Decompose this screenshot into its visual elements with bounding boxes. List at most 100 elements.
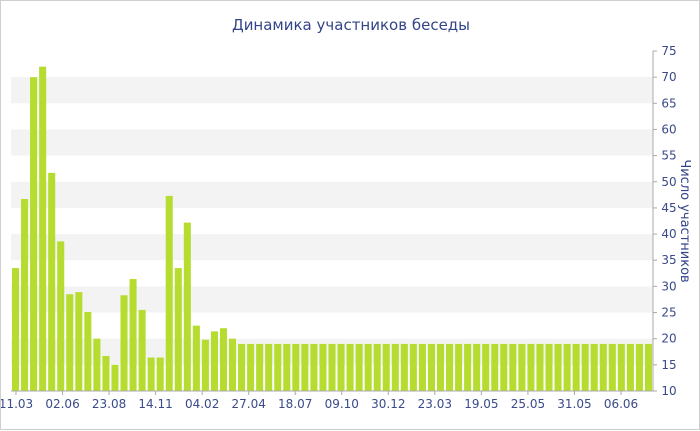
x-tick-label: 19.05 (464, 397, 498, 411)
bar (644, 343, 652, 391)
bar (491, 343, 499, 391)
bar (355, 343, 363, 391)
bar (174, 268, 182, 391)
bar (57, 241, 65, 391)
bar (473, 343, 481, 391)
bar (500, 343, 508, 391)
chart-title: Динамика участников беседы (232, 16, 470, 34)
bar (391, 343, 399, 391)
bar (572, 343, 580, 391)
bar (129, 279, 137, 391)
bar (527, 343, 535, 391)
x-tick-label: 04.02 (185, 397, 219, 411)
bar (599, 343, 607, 391)
bar (283, 343, 291, 391)
grid-band (11, 129, 653, 156)
bar (319, 343, 327, 391)
bar (436, 343, 445, 391)
bar (427, 343, 435, 391)
bar (238, 343, 246, 391)
bar (536, 343, 544, 391)
bar (635, 343, 643, 391)
bar (147, 357, 155, 391)
bar (446, 343, 454, 391)
y-tick-label: 55 (661, 149, 676, 163)
bar (21, 199, 29, 391)
bar (554, 343, 562, 391)
x-tick-label: 18.07 (278, 397, 312, 411)
bar (39, 66, 47, 391)
x-tick-label: 06.06 (604, 397, 638, 411)
bar (256, 343, 264, 391)
bar (455, 343, 463, 391)
y-tick-label: 50 (661, 175, 676, 189)
y-tick-label: 60 (661, 122, 676, 136)
bar (265, 343, 273, 391)
bar (66, 294, 74, 391)
bar (48, 172, 56, 391)
bar (373, 343, 381, 391)
bar (418, 343, 426, 391)
bar (626, 343, 634, 391)
x-tick-label: 14.11 (138, 397, 172, 411)
bar (292, 343, 300, 391)
bar (509, 343, 517, 391)
x-tick-label: 25.05 (511, 397, 545, 411)
bar (201, 339, 209, 391)
bar (301, 343, 309, 391)
bar (337, 343, 345, 391)
bar (274, 343, 282, 391)
y-tick-label: 40 (661, 227, 676, 241)
bar (93, 338, 101, 391)
bar (247, 343, 255, 391)
bar (482, 343, 490, 391)
bar (518, 343, 526, 391)
x-tick-label: 23.08 (92, 397, 126, 411)
grid-band (11, 286, 653, 313)
y-tick-label: 25 (661, 306, 676, 320)
y-tick-label: 65 (661, 96, 676, 110)
grid-band (11, 77, 653, 104)
bar (590, 343, 598, 391)
bar (156, 357, 164, 391)
x-tick-label: 09.10 (325, 397, 359, 411)
bar (210, 331, 218, 391)
bar (608, 343, 616, 391)
x-tick-label: 23.03 (418, 397, 452, 411)
bar (183, 222, 191, 391)
bar (84, 312, 92, 391)
x-tick-label: 30.12 (371, 397, 405, 411)
bar (382, 343, 390, 391)
bar (30, 77, 38, 392)
grid-band (11, 234, 653, 261)
y-tick-label: 15 (661, 358, 676, 372)
y-tick-label: 30 (661, 279, 676, 293)
bar (328, 343, 336, 391)
y-tick-label: 20 (661, 332, 676, 346)
x-tick-label: 11.03 (1, 397, 33, 411)
bar (120, 295, 128, 391)
bar (310, 343, 318, 391)
y-tick-label: 70 (661, 70, 676, 84)
bar (581, 343, 589, 391)
grid-band (11, 181, 653, 208)
grid-bands (11, 77, 653, 365)
x-tick-label: 27.04 (232, 397, 266, 411)
bar (138, 309, 146, 391)
bar-series (12, 66, 652, 392)
bar (563, 343, 571, 391)
x-tick-label: 31.05 (557, 397, 591, 411)
bar (229, 338, 237, 391)
bar (346, 343, 354, 391)
bar (617, 343, 625, 391)
bar (400, 343, 408, 391)
bar (364, 343, 372, 391)
bar (75, 292, 83, 391)
y-tick-label: 35 (661, 253, 676, 267)
y-tick-label: 75 (661, 44, 676, 58)
y-tick-label: 10 (661, 384, 676, 398)
bar (545, 343, 553, 391)
bar (165, 195, 173, 391)
